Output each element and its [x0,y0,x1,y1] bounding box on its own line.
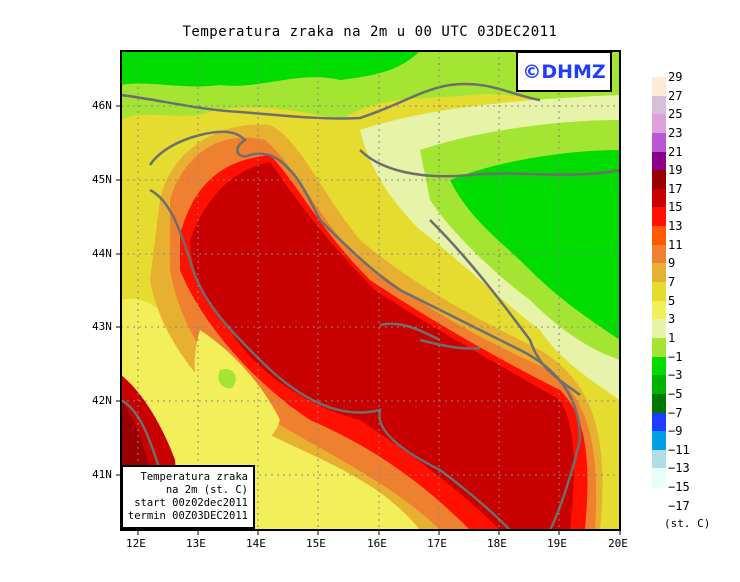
field-italy-green [218,369,236,389]
colorbar-label: 15 [668,200,683,215]
lon-label: 12E [126,537,146,550]
colorbar-label: 23 [668,125,683,140]
colorbar-label: −7 [668,405,683,420]
coastlines [121,82,620,530]
colorbar-swatch [652,151,666,171]
dhmz-logo: ©DHMZ [516,51,612,92]
colorbar-swatch [652,263,666,283]
colorbar-swatch [652,412,666,432]
colorbar-swatch [652,244,666,264]
lon-label: 19E [547,537,567,550]
colorbar-label: 29 [668,70,683,84]
colorbar-label: −1 [668,349,683,364]
graticule [121,51,620,530]
colorbar-swatch [652,226,666,246]
colorbar-label: 5 [668,293,676,308]
axis-ticks [116,105,621,535]
colorbar-label: 7 [668,275,676,290]
colorbar-swatch [652,449,666,469]
lon-label: 13E [186,537,206,550]
lon-label: 14E [246,537,266,550]
colorbar-label: 1 [668,330,676,345]
colorbar-swatch [652,356,666,376]
colorbar-swatch [652,114,666,134]
colorbar-swatch [652,77,666,97]
colorbar-label: −9 [668,424,683,439]
map-title: Temperatura zraka na 2m u 00 UTC 03DEC20… [182,24,558,40]
info-line: termin 00Z03DEC2011 [127,510,248,522]
lat-label: 43N [92,320,112,333]
info-box: Temperatura zraka na 2m (st. C) start 00… [121,465,255,529]
colorbar-swatch [652,393,666,413]
colorbar-label: 9 [668,256,676,271]
colorbar-label: −5 [668,386,683,401]
colorbar-swatch [652,132,666,153]
colorbar-swatch [652,337,666,358]
lon-label: 16E [367,537,387,550]
field-adriatic-red [190,162,574,530]
lon-label: 17E [427,537,447,550]
lon-label: 15E [306,537,326,550]
lat-label: 42N [92,394,112,407]
lat-label: 45N [92,173,112,186]
colorbar-label: 27 [668,88,683,103]
colorbar-label: 21 [668,144,683,159]
lat-label: 41N [92,468,112,481]
colorbar-label: 25 [668,107,683,122]
colorbar-swatch [652,431,666,451]
colorbar-swatch [652,207,666,227]
colorbar-label: −13 [668,461,690,476]
info-line: start 00z02dec2011 [134,497,248,509]
colorbar-label: 17 [668,181,683,196]
colorbar-label: 13 [668,219,683,234]
colorbar-swatch [652,170,666,190]
info-line: na 2m (st. C) [165,484,248,496]
lat-label: 46N [92,99,112,112]
lon-label: 18E [487,537,507,550]
field-north-green-dark [121,51,420,87]
colorbar-label: 3 [668,312,676,327]
colorbar-label: −3 [668,368,683,383]
field-italy-pale [194,330,280,451]
colorbar-unit: (st. C) [664,517,711,530]
colorbar-label: 11 [668,237,683,252]
colorbar-swatch [652,188,666,208]
colorbar-label: −11 [668,442,690,457]
colorbar-label: −17 [668,498,690,513]
colorbar-swatch [652,319,666,339]
colorbar-swatch [652,300,666,320]
info-line: Temperatura zraka [140,471,248,483]
colorbar-swatch [652,282,666,302]
lat-label: 44N [92,247,112,260]
lon-label: 20E [608,537,628,550]
colorbar-label: 19 [668,163,683,178]
colorbar-swatch [652,468,666,488]
colorbar-label: −15 [668,480,690,495]
map-frame [120,50,621,531]
field-east-green2 [450,150,620,340]
colorbar-swatch [652,375,666,395]
colorbar-swatch [652,95,666,115]
